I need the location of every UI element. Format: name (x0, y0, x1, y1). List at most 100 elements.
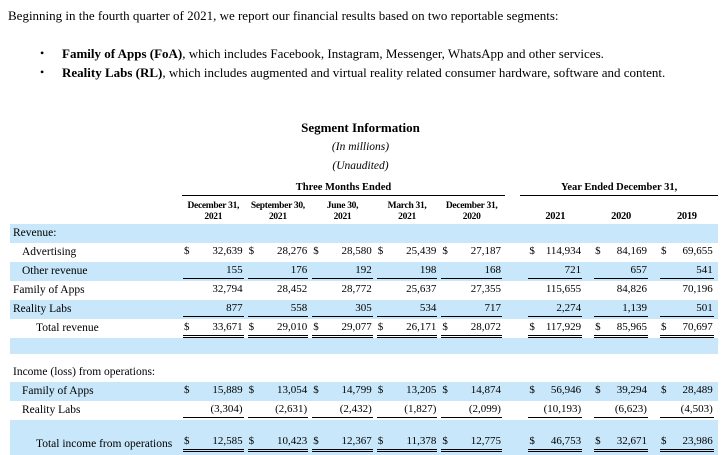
bullet-icon: • (40, 46, 45, 60)
column-header-line1: September 30, (250, 201, 305, 211)
value-cell: 541 (652, 262, 718, 281)
value-cell: $29,077 (311, 319, 376, 338)
segment-description: , which includes augmented and virtual r… (162, 65, 666, 80)
column-header: December 31, 2021 (182, 201, 247, 225)
dollar-sign: $ (248, 435, 255, 447)
value-cell: 28,772 (311, 281, 376, 300)
value-cell: 305 (311, 300, 376, 319)
cell-value: 168 (484, 264, 501, 276)
value-cell: $25,439 (376, 243, 441, 262)
value-cell: 176 (247, 262, 312, 281)
value-cell: 84,826 (586, 281, 652, 300)
cell-value: 12,367 (341, 435, 372, 447)
value-cell: 534 (376, 300, 441, 319)
cell-value: 155 (226, 264, 243, 276)
dollar-sign: $ (660, 384, 667, 396)
column-header-line1: March 31, (387, 201, 427, 211)
dollar-sign: $ (529, 384, 535, 396)
dollar-sign: $ (313, 245, 319, 257)
dollar-sign: $ (248, 384, 255, 396)
cell-value: 25,637 (406, 283, 437, 295)
value-cell: 27,355 (440, 281, 505, 300)
bullet-icon: • (40, 65, 45, 79)
cell-value: 115,655 (545, 283, 582, 295)
dollar-sign: $ (595, 245, 601, 257)
value-cell: 28,452 (247, 281, 312, 300)
cell-value: 11,378 (406, 435, 437, 447)
cell-value: (10,193) (543, 403, 582, 415)
value-cell: $46,753 (520, 434, 586, 455)
dollar-sign: $ (595, 321, 601, 333)
table-title: Segment Information (301, 120, 420, 135)
cell-value: 69,655 (682, 245, 713, 257)
value-cell: 32,794 (182, 281, 247, 300)
dollar-sign: $ (595, 384, 601, 396)
segment-name: Family of Apps (FoA) (62, 46, 183, 61)
value-cell: $28,072 (440, 319, 505, 338)
cell-value: 56,946 (550, 384, 582, 396)
value-cell: $56,946 (520, 382, 586, 401)
column-group-row: Three Months Ended Year Ended December 3… (10, 180, 718, 196)
cell-spacer (505, 319, 520, 338)
cell-value: (2,631) (275, 403, 308, 415)
value-cell: $84,169 (586, 243, 652, 262)
section-row: Revenue: (10, 224, 718, 243)
section-label: Income (loss) from operations: (13, 366, 156, 378)
value-cell: $28,580 (311, 243, 376, 262)
value-cell: (10,193) (520, 401, 586, 420)
dollar-sign: $ (184, 384, 190, 396)
cell-value: 28,489 (682, 384, 713, 396)
column-header: 2021 (520, 211, 586, 225)
value-cell: 657 (586, 262, 652, 281)
list-item: • Reality Labs (RL), which includes augm… (40, 63, 700, 82)
segment-description: , which includes Facebook, Instagram, Me… (182, 46, 604, 61)
dollar-sign: $ (248, 245, 255, 257)
dollar-sign: $ (377, 384, 384, 396)
spacer-row (10, 354, 718, 363)
cell-value: 28,276 (276, 245, 308, 257)
dollar-sign: $ (377, 321, 384, 333)
cell-value: (2,099) (468, 403, 501, 415)
cell-value: 541 (696, 264, 713, 276)
cell-value: 14,874 (470, 384, 501, 396)
value-cell: $12,367 (311, 434, 376, 455)
value-cell: $12,775 (440, 434, 505, 455)
dollar-sign: $ (442, 384, 448, 396)
value-cell: $39,294 (586, 382, 652, 401)
cell-spacer (505, 262, 520, 281)
value-cell: (2,099) (440, 401, 505, 420)
cell-value: 70,196 (682, 283, 713, 295)
column-header: 2020 (586, 211, 652, 225)
column-header: June 30, 2021 (311, 201, 376, 225)
cell-value: 25,439 (406, 245, 437, 257)
cell-value: 39,294 (616, 384, 647, 396)
cell-spacer (505, 243, 520, 262)
value-cell: 168 (440, 262, 505, 281)
value-cell: 25,637 (376, 281, 441, 300)
dollar-sign: $ (184, 321, 190, 333)
value-cell: 1,139 (586, 300, 652, 319)
bullet-text: Family of Apps (FoA), which includes Fac… (62, 44, 680, 63)
column-header-line1: 2019 (676, 210, 697, 222)
cell-value: 32,794 (212, 283, 243, 295)
cell-value: 28,772 (341, 283, 372, 295)
cell-value: (2,432) (339, 403, 372, 415)
cell-value: 29,077 (341, 321, 372, 333)
value-cell: $29,010 (247, 319, 312, 338)
cell-value: 46,753 (550, 435, 582, 447)
group-header-three-months: Three Months Ended (182, 181, 505, 196)
dollar-sign: $ (660, 245, 667, 257)
cell-value: 198 (419, 264, 437, 276)
value-cell: $23,986 (652, 434, 718, 455)
column-header-line2: 2021 (333, 211, 352, 222)
cell-value: 721 (564, 264, 582, 276)
value-cell: $14,799 (311, 382, 376, 401)
cell-value: 1,139 (622, 302, 647, 314)
cell-value: 114,934 (545, 245, 582, 257)
dollar-sign: $ (660, 321, 667, 333)
dollar-sign: $ (442, 245, 448, 257)
cell-value: 176 (290, 264, 308, 276)
row-label: Total income from operations (36, 438, 173, 450)
value-cell: $117,929 (520, 319, 586, 338)
dollar-sign: $ (529, 245, 535, 257)
